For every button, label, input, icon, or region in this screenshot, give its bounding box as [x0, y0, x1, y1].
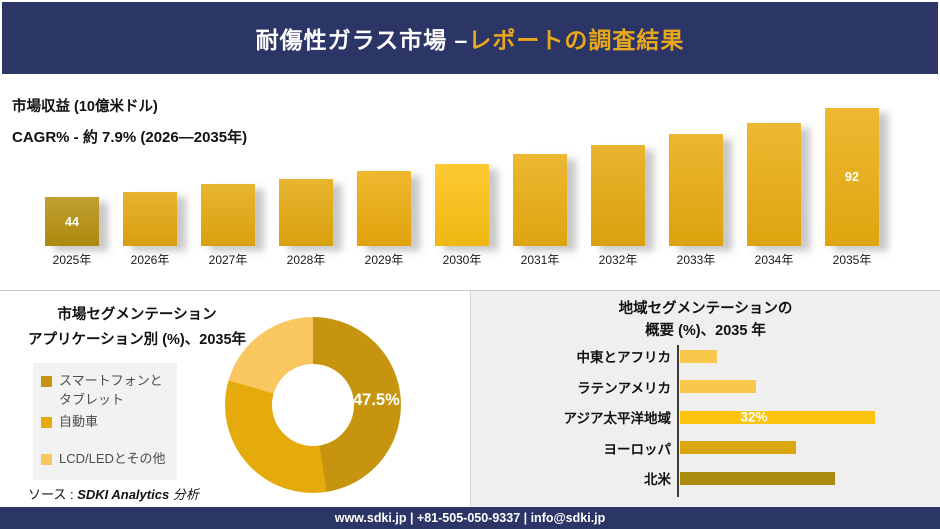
revenue-bar: [591, 145, 645, 246]
application-segmentation-panel: 市場セグメンテーション アプリケーション別 (%)、2035年 スマートフォンと…: [0, 291, 470, 507]
region-row-ヨーロッパ: ヨーロッパ: [471, 441, 940, 457]
regional-title: 地域セグメンテーションの 概要 (%)、2035 年: [471, 291, 940, 343]
region-bar: [680, 349, 717, 363]
regional-segmentation-panel: 地域セグメンテーションの 概要 (%)、2035 年 中東とアフリカ ラテンアメリ…: [470, 291, 940, 507]
donut-value-label: 47.5%: [353, 391, 400, 409]
revenue-bar: [357, 171, 411, 246]
regional-axis-line: [677, 345, 679, 497]
revenue-bar: [435, 163, 489, 246]
bar-year-label: 2035年: [832, 253, 872, 267]
region-label: 北米: [644, 472, 671, 487]
segmentation-title: 市場セグメンテーション アプリケーション別 (%)、2035年: [0, 303, 274, 352]
regional-bar-chart: 中東とアフリカ ラテンアメリカアジア太平洋地域 32% ヨーロッパ北米: [471, 345, 940, 497]
revenue-bar: 92: [825, 107, 879, 246]
revenue-bar-column-2032年: 2032年: [591, 74, 645, 267]
revenue-metric-label: 市場収益 (10億米ドル): [12, 99, 158, 115]
donut-chart: [225, 317, 401, 493]
region-bar: [680, 380, 757, 393]
segmentation-title-line2: アプリケーション別 (%)、2035年: [27, 331, 247, 348]
footer-bar: www.sdki.jp | +81-505-050-9337 | info@sd…: [0, 507, 940, 529]
legend-item: スマートフォンとタブレット: [41, 372, 169, 410]
donut-chart-wrap: 47.5%: [225, 317, 401, 493]
region-label: 中東とアフリカ: [576, 350, 672, 365]
regional-title-line1: 地域セグメンテーションの: [618, 301, 793, 317]
region-label: ヨーロッパ: [603, 441, 672, 457]
revenue-bar: [123, 191, 177, 246]
bar-year-label: 2028年: [286, 253, 326, 267]
revenue-bar-column-2030年: 2030年: [435, 74, 489, 267]
legend-swatch-icon: [41, 416, 52, 428]
revenue-bar-column-2025年: 44 2025年: [45, 74, 99, 267]
section-divider: [0, 290, 940, 291]
legend-swatch-icon: [41, 376, 52, 387]
revenue-bar-column-2033年: 2033年: [669, 74, 723, 267]
segmentation-title-line1: 市場セグメンテーション: [57, 307, 217, 323]
legend-label: スマートフォンとタブレット: [59, 373, 163, 407]
region-bar-value-label: 32%: [740, 409, 768, 425]
cagr-label: CAGR% - 約 7.9% (2026―2035年): [12, 129, 248, 146]
region-label: ラテンアメリカ: [577, 380, 671, 396]
bar-year-label: 2030年: [442, 253, 482, 267]
bar-year-label: 2027年: [208, 253, 248, 267]
bar-year-label: 2034年: [754, 253, 794, 267]
revenue-bar-column-2028年: 2028年: [279, 74, 333, 267]
revenue-bar: [513, 154, 567, 246]
bar-year-label: 2032年: [598, 253, 638, 267]
region-row-ラテンアメリカ: ラテンアメリカ: [471, 380, 940, 396]
source-note: ソース : SDKI Analytics 分析: [28, 484, 199, 503]
legend-label: LCD/LEDとその他: [59, 450, 166, 466]
bar-value-label: 92: [845, 169, 859, 184]
source-prefix: ソース :: [28, 487, 78, 502]
region-label: アジア太平洋地域: [563, 411, 671, 426]
region-bar: [680, 441, 796, 454]
page-title-market: 耐傷性ガラス市場 –: [255, 27, 469, 53]
revenue-bar-column-2027年: 2027年: [201, 74, 255, 267]
regional-title-line2: 概要 (%)、2035 年: [645, 322, 766, 339]
page-title: 耐傷性ガラス市場 –レポートの調査結果: [256, 21, 685, 55]
revenue-bar: [201, 184, 255, 246]
bar-year-label: 2031年: [520, 253, 560, 267]
bar-value-label: 44: [65, 214, 79, 229]
region-row-アジア太平洋地域: アジア太平洋地域 32%: [471, 409, 940, 426]
legend-item: LCD/LEDとその他: [41, 450, 169, 469]
footer-contact: www.sdki.jp | +81-505-050-9337 | info@sd…: [334, 511, 606, 525]
revenue-bar-chart: 44 2025年 2026年 2027年 2028年 2029年 2030年 2031年 203…: [45, 74, 879, 267]
source-suffix: 分析: [172, 487, 199, 502]
bar-year-label: 2033年: [676, 253, 716, 267]
revenue-bar: [669, 133, 723, 246]
revenue-bar: [747, 122, 801, 246]
region-row-北米: 北米: [471, 471, 940, 487]
source-name: SDKI Analytics: [77, 487, 170, 502]
region-row-中東とアフリカ: 中東とアフリカ: [471, 349, 940, 365]
revenue-bar-column-2029年: 2029年: [357, 74, 411, 267]
legend-label: 自動車: [59, 413, 99, 429]
bar-year-label: 2026年: [130, 253, 170, 267]
region-bar: [680, 471, 836, 485]
revenue-bar: 44: [45, 197, 99, 246]
revenue-bar-column-2035年: 92 2035年: [825, 74, 879, 267]
revenue-bar: [279, 178, 333, 246]
revenue-bar-column-2031年: 2031年: [513, 74, 567, 267]
revenue-bar-column-2034年: 2034年: [747, 74, 801, 267]
header-bar: 耐傷性ガラス市場 –レポートの調査結果: [2, 2, 938, 74]
region-bar: 32%: [680, 409, 875, 425]
donut-legend: スマートフォンとタブレット自動車 LCD/LEDとその他: [33, 363, 177, 481]
page-title-report: レポートの調査結果: [468, 27, 685, 53]
legend-swatch-icon: [41, 453, 52, 465]
revenue-bar-column-2026年: 2026年: [123, 74, 177, 267]
bar-year-label: 2025年: [52, 253, 92, 267]
bar-year-label: 2029年: [364, 253, 404, 267]
revenue-chart-section: 市場収益 (10億米ドル) CAGR% - 約 7.9% (2026―2035年…: [0, 74, 940, 290]
legend-item: 自動車: [41, 413, 169, 432]
